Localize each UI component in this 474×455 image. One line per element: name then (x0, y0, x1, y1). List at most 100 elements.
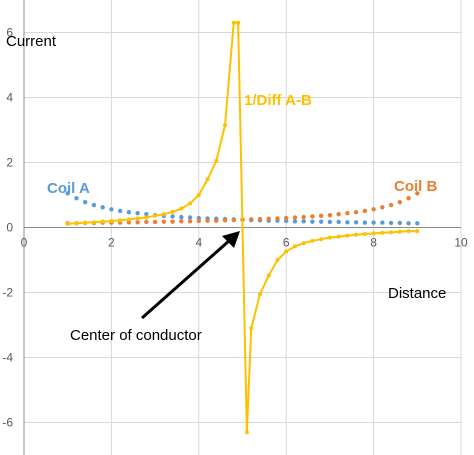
x-tick-label: 4 (195, 236, 202, 250)
data-point (284, 249, 289, 254)
y-tick-label: 6 (6, 26, 13, 40)
data-point (196, 218, 201, 224)
data-point (406, 229, 411, 234)
y-tick-label: 2 (6, 156, 13, 170)
data-point (371, 220, 376, 225)
data-point (301, 219, 306, 224)
data-point (74, 196, 79, 201)
data-point (65, 191, 70, 196)
data-point (318, 213, 324, 218)
data-point (292, 215, 298, 220)
data-point (415, 191, 420, 196)
data-point (144, 215, 149, 220)
data-point (362, 220, 368, 225)
data-point (117, 208, 123, 214)
data-point (415, 221, 420, 226)
data-point (353, 220, 359, 225)
data-point (188, 201, 193, 206)
series-1-diff-a-b (65, 20, 420, 435)
data-point (336, 234, 341, 239)
data-point (214, 218, 219, 223)
data-point (371, 207, 376, 212)
data-point (380, 205, 385, 210)
x-tick-label: 6 (283, 236, 290, 250)
data-point (135, 211, 140, 216)
data-point (266, 273, 271, 278)
series-layer (65, 20, 420, 435)
data-point (179, 214, 184, 220)
data-point (244, 430, 249, 435)
data-point (83, 220, 88, 225)
data-point (397, 229, 402, 234)
diff-label: 1/Diff A-B (244, 92, 312, 109)
data-point (82, 199, 88, 205)
data-point (336, 219, 341, 225)
data-point (100, 219, 105, 224)
coil-a-label: Coil A (47, 180, 90, 197)
data-point (301, 214, 306, 220)
data-point (406, 196, 411, 201)
data-point (388, 202, 394, 208)
data-point (362, 232, 367, 236)
data-point (318, 219, 324, 224)
data-point (236, 20, 241, 25)
data-point (74, 221, 79, 226)
data-point (353, 210, 359, 215)
data-point (144, 211, 149, 217)
data-point (223, 123, 228, 128)
data-point (266, 216, 271, 221)
y-tick-label: 4 (6, 91, 13, 105)
data-point (231, 217, 236, 223)
data-point (327, 212, 333, 218)
data-point (415, 229, 420, 234)
data-point (362, 208, 368, 214)
y-tick-label: -6 (2, 416, 13, 430)
y-axis-label: Current (6, 33, 57, 50)
data-point (371, 231, 376, 236)
coil-b-label: Coil B (394, 178, 437, 195)
data-point (205, 218, 210, 223)
data-point (257, 292, 262, 297)
data-point (380, 220, 385, 225)
x-axis-label: Distance (388, 285, 446, 302)
data-point (126, 220, 132, 225)
data-point (389, 230, 394, 235)
x-tick-label: 10 (454, 236, 468, 250)
data-point (380, 230, 385, 235)
data-point (345, 220, 350, 225)
data-point (161, 212, 166, 217)
data-point (257, 216, 263, 222)
center-of-conductor-label: Center of conductor (70, 327, 202, 344)
data-point (249, 217, 254, 222)
data-point (345, 211, 350, 216)
data-point (336, 211, 341, 217)
data-point (327, 235, 332, 240)
x-tick-label: 2 (108, 236, 115, 250)
data-point (161, 219, 167, 224)
data-point (319, 237, 324, 242)
data-point (170, 214, 175, 219)
data-point (187, 215, 193, 220)
data-point (275, 258, 280, 262)
data-point (310, 214, 315, 219)
data-point (91, 202, 97, 208)
y-tick-label: -4 (2, 351, 13, 365)
data-point (152, 219, 158, 225)
series-coil-b (65, 191, 420, 226)
data-point (170, 209, 175, 214)
data-point (153, 213, 158, 218)
data-point (170, 219, 175, 224)
data-point (196, 193, 201, 197)
data-point (179, 206, 184, 211)
data-point (345, 233, 350, 238)
data-point (397, 199, 403, 205)
arrow-head (222, 231, 240, 248)
data-point (205, 177, 210, 182)
data-point (231, 20, 236, 25)
tick-labels: 0 2 4 6 8 10 6 4 2 0 -2 -4 -6 (2, 26, 468, 430)
data-point (301, 241, 306, 246)
data-point (249, 326, 254, 331)
data-point (275, 216, 280, 221)
data-point (65, 221, 70, 226)
